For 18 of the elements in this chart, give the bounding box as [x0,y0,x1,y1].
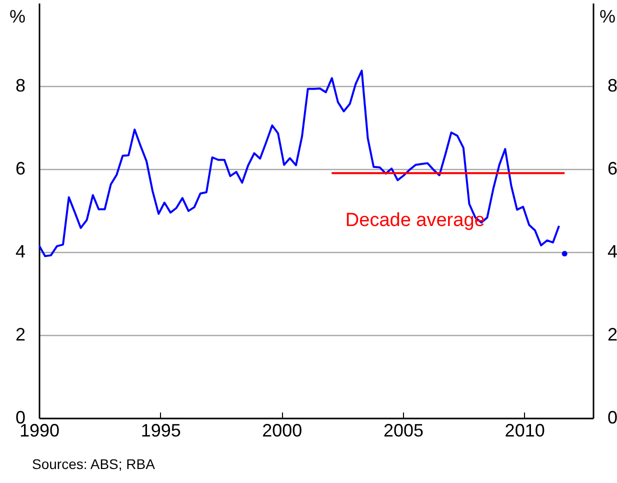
y2-tick-label: 6 [608,158,617,178]
source-note: Sources: ABS; RBA [32,456,155,472]
annotation: Decade average [345,210,485,232]
x-tick-label: 1995 [140,420,181,440]
y2-tick-label: 0 [608,408,617,428]
x-tick-label: 2010 [504,420,545,440]
y-tick-label: 8 [15,76,26,96]
y-tick-label: 4 [15,242,26,262]
line-series [39,70,560,258]
y2-tick-label: 4 [608,242,617,262]
y-axis-title: % [9,6,26,26]
y-tick-label: 2 [15,324,26,344]
y2-axis-title: % [599,6,616,26]
x-tick-label: 2005 [383,420,424,440]
x-tick-label: 2000 [262,420,302,440]
y2-tick-label: 8 [608,76,617,96]
y2-tick-label: 2 [608,324,617,344]
y-tick-label: 6 [15,158,26,178]
